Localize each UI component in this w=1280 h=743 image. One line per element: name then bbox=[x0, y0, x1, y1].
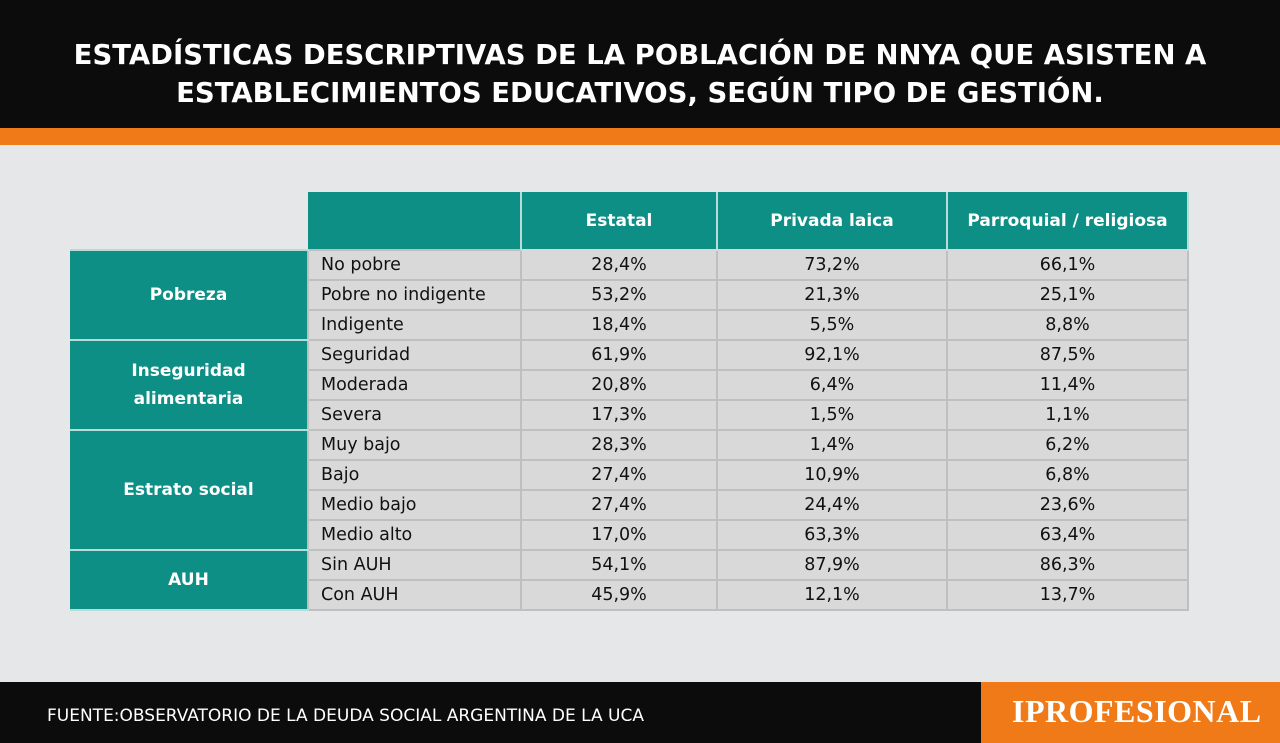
value-cell: 6,4% bbox=[716, 369, 948, 401]
value-cell: 66,1% bbox=[946, 249, 1189, 281]
table-row: Inseguridad alimentaria Seguridad 61,9% 92,… bbox=[70, 339, 1189, 431]
value-cell: 23,6% bbox=[946, 489, 1189, 521]
table-row: Pobre no indigente 53,2% 21,3% 25,1% bbox=[70, 279, 1189, 311]
group-label: AUH bbox=[70, 549, 308, 611]
value-cell: 54,1% bbox=[520, 549, 718, 581]
row-label: Sin AUH bbox=[307, 549, 522, 581]
group-label: Pobreza bbox=[70, 249, 308, 341]
corner-cell bbox=[70, 192, 308, 250]
value-cell: 27,4% bbox=[520, 459, 718, 491]
value-cell: 28,3% bbox=[520, 429, 718, 461]
table-header: Estatal Privada laica Parroquial / relig… bbox=[70, 192, 1189, 251]
value-cell: 1,5% bbox=[716, 399, 948, 431]
accent-divider bbox=[0, 128, 1280, 145]
row-label: Indigente bbox=[307, 309, 522, 341]
value-cell: 18,4% bbox=[520, 309, 718, 341]
table-row: Medio bajo 27,4% 24,4% 23,6% bbox=[70, 489, 1189, 521]
table-row: Moderada 20,8% 6,4% 11,4% bbox=[70, 369, 1189, 401]
value-cell: 87,9% bbox=[716, 549, 948, 581]
value-cell: 73,2% bbox=[716, 249, 948, 281]
value-cell: 17,3% bbox=[520, 399, 718, 431]
value-cell: 20,8% bbox=[520, 369, 718, 401]
column-header: Privada laica bbox=[716, 192, 948, 251]
group-label: Estrato social bbox=[70, 429, 308, 551]
value-cell: 45,9% bbox=[520, 579, 718, 611]
value-cell: 5,5% bbox=[716, 309, 948, 341]
value-cell: 10,9% bbox=[716, 459, 948, 491]
value-cell: 63,4% bbox=[946, 519, 1189, 551]
header-bar bbox=[0, 0, 1280, 128]
column-header: Estatal bbox=[520, 192, 718, 251]
title-line-1: ESTADÍSTICAS DESCRIPTIVAS DE LA POBLACIÓ… bbox=[73, 39, 1207, 71]
table-row: Severa 17,3% 1,5% 1,1% bbox=[70, 399, 1189, 431]
value-cell: 61,9% bbox=[520, 339, 718, 371]
table-row: Medio alto 17,0% 63,3% 63,4% bbox=[70, 519, 1189, 551]
row-label: No pobre bbox=[307, 249, 522, 281]
value-cell: 25,1% bbox=[946, 279, 1189, 311]
table-row: Estrato social Muy bajo 28,3% 1,4% 6,2% bbox=[70, 429, 1189, 551]
statistics-table: Estatal Privada laica Parroquial / relig… bbox=[70, 192, 1189, 611]
corner-cell bbox=[308, 192, 522, 250]
table-body: Pobreza No pobre 28,4% 73,2% 66,1% Pobre no i… bbox=[70, 249, 1189, 611]
value-cell: 92,1% bbox=[716, 339, 948, 371]
header-row: Estatal Privada laica Parroquial / relig… bbox=[70, 192, 1189, 251]
value-cell: 24,4% bbox=[716, 489, 948, 521]
table-row: AUH Sin AUH 54,1% 87,9% 86,3% bbox=[70, 549, 1189, 611]
title-line-2: ESTABLECIMIENTOS EDUCATIVOS, SEGÚN TIPO … bbox=[176, 77, 1104, 109]
value-cell: 63,3% bbox=[716, 519, 948, 551]
value-cell: 87,5% bbox=[946, 339, 1189, 371]
column-header: Parroquial / religiosa bbox=[946, 192, 1189, 251]
row-label: Severa bbox=[307, 399, 522, 431]
row-label: Pobre no indigente bbox=[307, 279, 522, 311]
row-label: Medio bajo bbox=[307, 489, 522, 521]
table-row: Indigente 18,4% 5,5% 8,8% bbox=[70, 309, 1189, 341]
value-cell: 12,1% bbox=[716, 579, 948, 611]
group-label: Inseguridad alimentaria bbox=[70, 339, 308, 431]
row-label: Seguridad bbox=[307, 339, 522, 371]
value-cell: 17,0% bbox=[520, 519, 718, 551]
value-cell: 6,8% bbox=[946, 459, 1189, 491]
value-cell: 28,4% bbox=[520, 249, 718, 281]
value-cell: 6,2% bbox=[946, 429, 1189, 461]
row-label: Medio alto bbox=[307, 519, 522, 551]
value-cell: 1,4% bbox=[716, 429, 948, 461]
row-label: Muy bajo bbox=[307, 429, 522, 461]
value-cell: 13,7% bbox=[946, 579, 1189, 611]
row-label: Moderada bbox=[307, 369, 522, 401]
value-cell: 53,2% bbox=[520, 279, 718, 311]
table-row: Pobreza No pobre 28,4% 73,2% 66,1% bbox=[70, 249, 1189, 341]
logo-panel bbox=[981, 682, 1280, 743]
value-cell: 86,3% bbox=[946, 549, 1189, 581]
value-cell: 21,3% bbox=[716, 279, 948, 311]
iprofesional-logo: IPROFESIONAL bbox=[1012, 693, 1262, 729]
value-cell: 8,8% bbox=[946, 309, 1189, 341]
row-label: Bajo bbox=[307, 459, 522, 491]
row-label: Con AUH bbox=[307, 579, 522, 611]
table-row: Bajo 27,4% 10,9% 6,8% bbox=[70, 459, 1189, 491]
value-cell: 1,1% bbox=[946, 399, 1189, 431]
value-cell: 27,4% bbox=[520, 489, 718, 521]
table-row: Con AUH 45,9% 12,1% 13,7% bbox=[70, 579, 1189, 611]
page-title: ESTADÍSTICAS DESCRIPTIVAS DE LA POBLACIÓ… bbox=[0, 36, 1280, 112]
value-cell: 11,4% bbox=[946, 369, 1189, 401]
source-note: FUENTE:OBSERVATORIO DE LA DEUDA SOCIAL A… bbox=[47, 706, 645, 726]
